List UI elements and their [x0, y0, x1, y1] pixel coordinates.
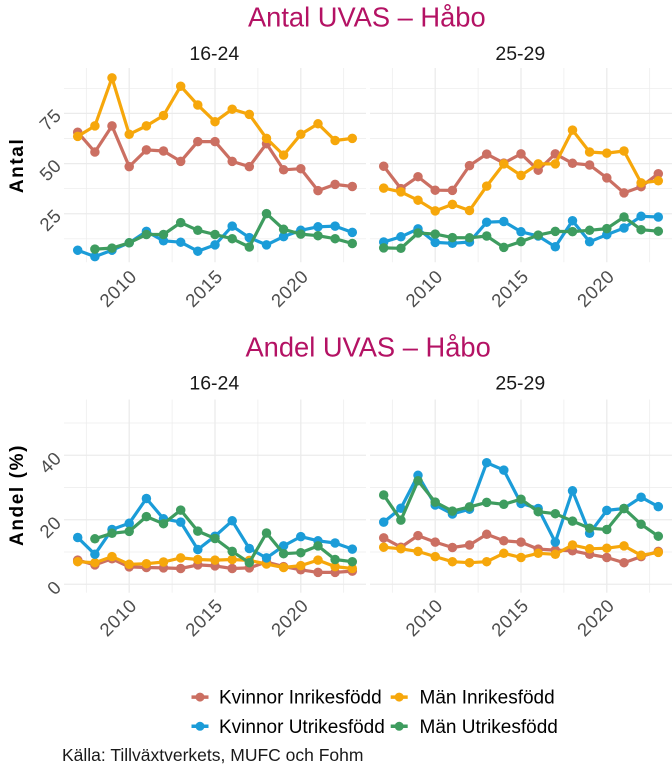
svg-text:Kvinnor Inrikesfödd: Kvinnor Inrikesfödd: [219, 688, 382, 709]
svg-text:Andel UVAS – Håbo: Andel UVAS – Håbo: [245, 332, 490, 363]
svg-text:Antal UVAS – Håbo: Antal UVAS – Håbo: [248, 2, 486, 33]
svg-text:25-29: 25-29: [495, 373, 545, 395]
svg-text:Kvinnor Utrikesfödd: Kvinnor Utrikesfödd: [219, 717, 385, 738]
svg-text:16-24: 16-24: [189, 43, 239, 65]
svg-text:Män Utrikesfödd: Män Utrikesfödd: [420, 717, 558, 738]
svg-text:25-29: 25-29: [495, 43, 545, 65]
svg-text:Andel (%): Andel (%): [7, 444, 28, 546]
svg-text:Män Inrikesfödd: Män Inrikesfödd: [420, 688, 555, 709]
svg-text:Källa: Tillväxtverkets, MUFC o: Källa: Tillväxtverkets, MUFC och Fohm: [62, 745, 363, 765]
svg-text:Antal: Antal: [7, 138, 28, 194]
svg-text:16-24: 16-24: [189, 373, 239, 395]
